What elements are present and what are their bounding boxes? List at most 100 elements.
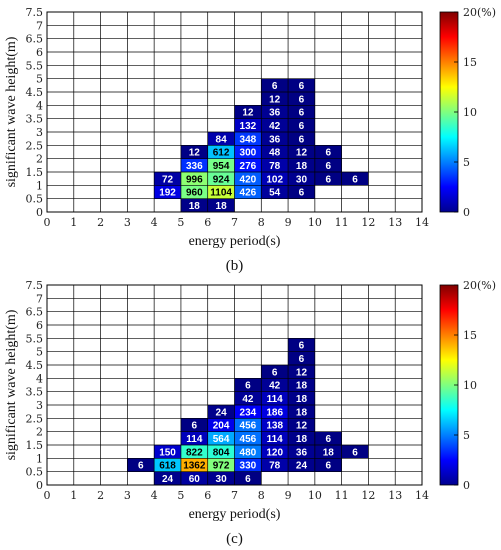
x-tick-label: 3 — [124, 489, 131, 502]
x-tick-label: 14 — [415, 216, 429, 229]
cell-value-label: 336 — [186, 161, 203, 172]
cell-value-label: 6 — [299, 341, 305, 352]
heatmap-cell — [261, 418, 289, 432]
cell-value-label: 6 — [245, 381, 251, 392]
cell-value-label: 114 — [267, 434, 284, 445]
cell-value-label: 30 — [216, 474, 228, 485]
x-tick-label: 13 — [388, 489, 402, 502]
y-tick-label: 3 — [36, 126, 43, 139]
x-tick-label: 6 — [204, 489, 211, 502]
cell-value-label: 276 — [240, 161, 257, 172]
cell-value-label: 954 — [213, 161, 230, 172]
y-tick-label: 5.5 — [26, 59, 44, 72]
cell-value-label: 6 — [299, 134, 305, 145]
cell-value-label: 6 — [299, 354, 305, 365]
heatmap-cell — [314, 158, 342, 172]
colorbar-tick-label: 5 — [463, 429, 470, 442]
heatmap-cell — [234, 391, 262, 405]
plot-frame — [46, 284, 423, 486]
cell-value-label: 822 — [186, 447, 203, 458]
cell-value-label: 132 — [240, 121, 257, 132]
heatmap-cell — [288, 458, 315, 472]
x-tick-label: 0 — [44, 216, 51, 229]
heatmap-cell — [180, 198, 208, 212]
cell-value-label: 18 — [189, 201, 201, 212]
x-tick-label: 10 — [308, 216, 322, 229]
cell-value-label: 12 — [296, 421, 308, 432]
heatmap-cell — [261, 172, 289, 186]
heatmap-cell — [288, 158, 315, 172]
y-tick-label: 7.5 — [26, 6, 44, 19]
y-tick-label: 1.5 — [26, 439, 44, 452]
cell-value-label: 234 — [240, 407, 257, 418]
cell-value-label: 24 — [162, 474, 174, 485]
cell-value-label: 186 — [266, 407, 283, 418]
cell-value-label: 192 — [159, 188, 176, 199]
cell-value-label: 48 — [269, 148, 281, 159]
heatmap-cell — [288, 132, 315, 146]
colorbar-tick-label: 0 — [463, 206, 470, 219]
x-tick-label: 12 — [361, 216, 375, 229]
heatmap-cell — [314, 145, 342, 159]
x-tick-label: 12 — [361, 489, 375, 502]
heatmap-cell — [288, 185, 315, 199]
cell-value-label: 804 — [213, 447, 230, 458]
x-tick-label: 2 — [97, 216, 104, 229]
cell-value-label: 114 — [267, 394, 284, 405]
x-tick-label: 9 — [285, 216, 292, 229]
y-tick-label: 7.5 — [26, 279, 44, 292]
y-tick-label: 7 — [36, 292, 43, 305]
heatmap-cell — [288, 365, 315, 379]
heatmap-cell — [288, 172, 315, 186]
heatmap-cell — [234, 132, 262, 146]
cell-value-label: 36 — [269, 134, 281, 145]
cell-value-label: 24 — [296, 461, 308, 472]
y-tick-label: 0.5 — [26, 466, 44, 479]
x-tick-label: 11 — [335, 489, 349, 502]
y-tick-label: 6 — [36, 46, 43, 59]
heatmap-cell — [261, 105, 289, 119]
cell-value-label: 72 — [162, 174, 174, 185]
cell-value-label: 120 — [266, 447, 283, 458]
cell-value-label: 300 — [240, 148, 257, 159]
heatmap-cell — [234, 431, 262, 445]
cell-value-label: 6 — [299, 81, 305, 92]
y-tick-label: 6.5 — [26, 306, 44, 319]
y-tick-label: 3.5 — [26, 113, 44, 126]
cell-value-label: 6 — [299, 121, 305, 132]
cell-value-label: 6 — [325, 161, 331, 172]
heatmap-cell — [314, 431, 342, 445]
cell-value-label: 960 — [186, 188, 203, 199]
heatmap-cell — [207, 431, 235, 445]
cell-value-label: 972 — [213, 461, 230, 472]
heatmap-cell — [234, 118, 262, 132]
y-tick-label: 4.5 — [26, 86, 44, 99]
heatmap-cell — [180, 172, 208, 186]
cell-value-label: 204 — [213, 421, 230, 432]
heatmap-cell — [261, 92, 289, 106]
heatmap-cell — [261, 132, 289, 146]
cell-value-label: 12 — [269, 94, 281, 105]
x-tick-label: 6 — [204, 216, 211, 229]
x-tick-label: 3 — [124, 216, 131, 229]
heatmap-cell — [234, 158, 262, 172]
heatmap-cell — [127, 458, 155, 472]
colorbar-tick-label: 10 — [463, 379, 477, 392]
heatmap-cell — [234, 105, 262, 119]
y-tick-label: 5 — [36, 73, 43, 86]
cell-value-label: 12 — [296, 148, 308, 159]
heatmap-cell — [261, 378, 289, 392]
cell-value-label: 42 — [269, 381, 281, 392]
cell-value-label: 330 — [240, 461, 257, 472]
y-axis-label: significant wave height(m) — [4, 36, 19, 187]
heatmap-cell — [288, 78, 315, 92]
cell-value-label: 18 — [296, 434, 308, 445]
heatmap-cell — [288, 418, 315, 432]
heatmap-cell — [288, 445, 315, 459]
x-tick-label: 0 — [44, 489, 51, 502]
cell-value-label: 54 — [269, 188, 281, 199]
cell-value-label: 456 — [240, 434, 257, 445]
heatmap-cell — [261, 405, 289, 419]
heatmap-cell — [261, 445, 289, 459]
